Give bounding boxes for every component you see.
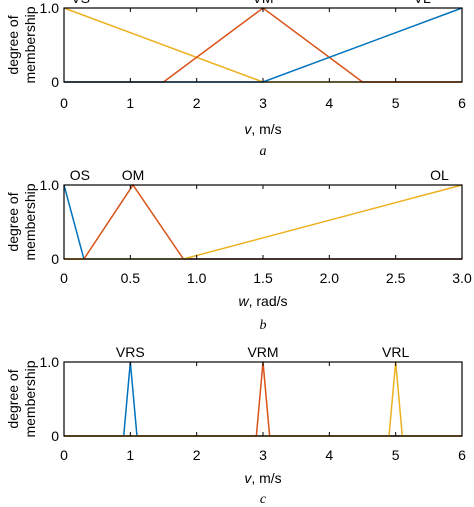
series-line-om	[64, 183, 462, 260]
series-line-vs	[63, 7, 462, 83]
x-tick-label: 2.5	[386, 270, 406, 286]
x-axis-variable: v	[244, 470, 252, 486]
x-tick-label: 6	[458, 447, 466, 463]
x-tick-label: 1	[126, 447, 134, 463]
x-tick-label: 5	[392, 447, 400, 463]
mf-label-vrm: VRM	[247, 344, 278, 360]
series-line-vrm	[64, 361, 462, 437]
x-tick-label: 0	[60, 270, 68, 286]
y-tick-label: 1.0	[40, 354, 60, 370]
y-axis-title-line: degree of	[5, 369, 21, 428]
x-tick-label: 3	[259, 447, 267, 463]
y-tick-label: 0	[51, 74, 59, 90]
y-axis-title: degree ofmembership	[5, 183, 38, 260]
y-tick-label: 0	[51, 428, 59, 444]
y-axis-title: degree ofmembership	[5, 6, 38, 83]
x-tick-label: 3	[259, 95, 267, 111]
x-tick-label: 2.0	[320, 270, 340, 286]
panel-caption: b	[260, 318, 267, 333]
series-line-vrl	[64, 361, 462, 437]
series-line-vm	[64, 7, 462, 83]
x-tick-label: 4	[325, 95, 333, 111]
y-axis-title-line: membership	[22, 6, 38, 83]
y-axis-title-line: membership	[22, 183, 38, 260]
series-line-vl	[64, 7, 463, 83]
mf-label-vrl: VRL	[382, 344, 409, 360]
panel-caption: c	[260, 492, 267, 507]
x-axis-title: w, rad/s	[238, 293, 287, 309]
y-tick-label: 1.0	[40, 0, 60, 16]
x-axis-title: v, m/s	[244, 470, 281, 486]
panel-caption: a	[260, 144, 267, 159]
x-tick-label: 1.0	[187, 270, 207, 286]
x-axis-unit: , m/s	[251, 121, 281, 137]
y-axis-title: degree ofmembership	[5, 360, 38, 437]
x-axis-title: v, m/s	[244, 121, 281, 137]
mf-label-vrs: VRS	[116, 344, 145, 360]
plot-frame	[63, 184, 463, 260]
x-tick-label: 4	[325, 447, 333, 463]
y-axis-title-line: degree of	[5, 192, 21, 251]
x-axis-variable: v	[244, 121, 252, 137]
x-tick-label: 6	[458, 95, 466, 111]
x-tick-label: 2	[193, 95, 201, 111]
mf-label-vm: VM	[253, 0, 274, 6]
x-tick-label: 1.5	[253, 270, 273, 286]
mf-label-vl: VL	[414, 0, 431, 6]
mf-label-os: OS	[70, 167, 90, 183]
panel-a: 0 1 2 3 4 5 6 0 1.0 VS VM VL v, m/s degree ofmembersh…	[5, 0, 466, 159]
plot-frame	[63, 361, 463, 437]
series-line-vrs	[64, 361, 462, 437]
y-tick-label: 0	[51, 251, 59, 267]
x-tick-label: 3.0	[452, 270, 472, 286]
mf-label-ol: OL	[430, 167, 449, 183]
x-axis-unit: , m/s	[251, 470, 281, 486]
y-axis-title-line: degree of	[5, 15, 21, 74]
mf-label-om: OM	[122, 167, 145, 183]
y-tick-label: 1.0	[40, 177, 60, 193]
plot-frame	[63, 7, 463, 83]
x-tick-label: 1	[126, 95, 134, 111]
x-tick-label: 0	[60, 95, 68, 111]
y-axis-title-line: membership	[22, 360, 38, 437]
x-axis-unit: , rad/s	[249, 293, 288, 309]
x-tick-label: 0	[60, 447, 68, 463]
x-tick-label: 2	[193, 447, 201, 463]
series-line-os	[63, 184, 462, 260]
mf-label-vs: VS	[71, 0, 90, 6]
panel-c: 0 1 2 3 4 5 6 0 1.0 VRS VRM VRL v, m/s degree ofmembe…	[5, 344, 466, 507]
x-tick-label: 0.5	[121, 270, 141, 286]
panel-b: 0 0.5 1.0 1.5 2.0 2.5 3.0 0 1.0 OS OM OL w, rad/s deg…	[5, 167, 472, 333]
x-axis-variable: w	[238, 293, 249, 309]
x-tick-label: 5	[392, 95, 400, 111]
series-line-ol	[64, 184, 463, 260]
